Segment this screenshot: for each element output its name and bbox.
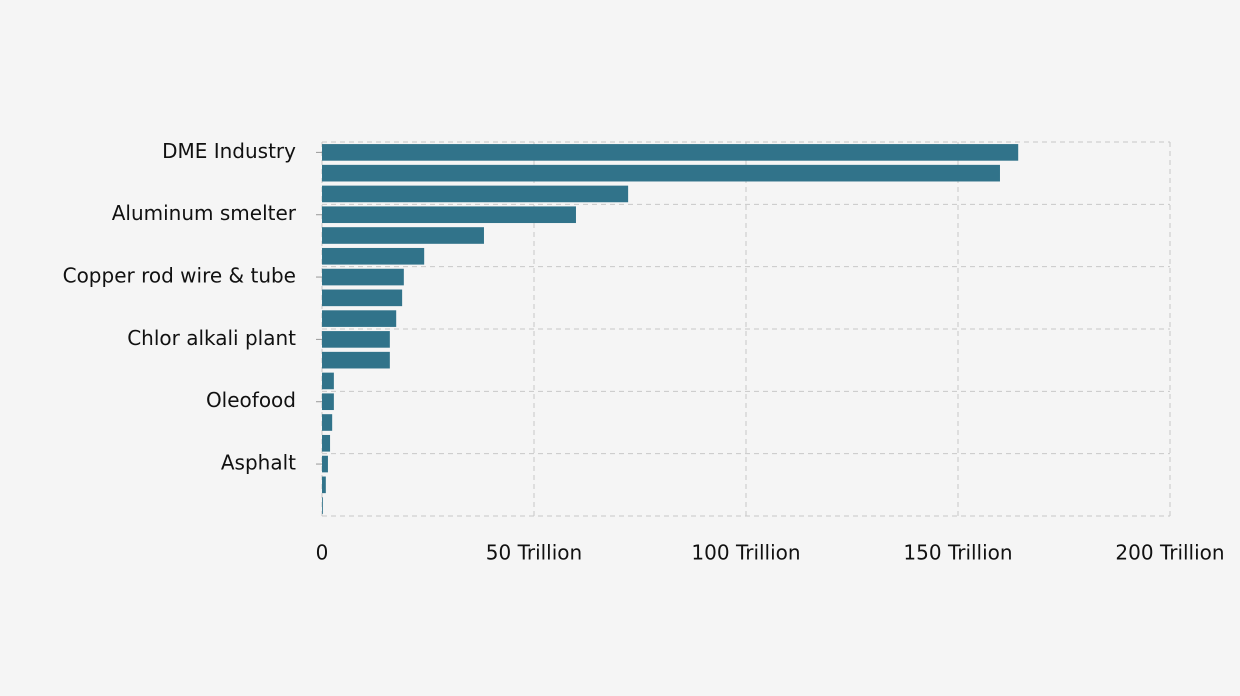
bar bbox=[322, 497, 323, 514]
x-tick-label: 150 Trillion bbox=[903, 541, 1012, 565]
bar bbox=[322, 372, 334, 390]
y-tick-label: Asphalt bbox=[221, 451, 296, 475]
y-tick-label: Oleofood bbox=[206, 388, 296, 412]
bar bbox=[322, 144, 1019, 161]
x-tick-label: 200 Trillion bbox=[1115, 541, 1224, 565]
bar bbox=[322, 310, 397, 327]
x-tick-label: 0 bbox=[316, 541, 329, 565]
bar bbox=[322, 227, 484, 244]
bar bbox=[322, 414, 333, 431]
bar bbox=[322, 289, 403, 307]
y-tick-label: DME Industry bbox=[162, 139, 296, 163]
bar bbox=[322, 268, 404, 286]
bar bbox=[322, 185, 629, 203]
bar bbox=[322, 393, 334, 411]
y-tick-label: Chlor alkali plant bbox=[127, 326, 296, 350]
bar bbox=[322, 476, 326, 494]
y-tick-label: Copper rod wire & tube bbox=[63, 264, 296, 288]
bar bbox=[322, 331, 390, 348]
x-tick-label: 100 Trillion bbox=[691, 541, 800, 565]
x-tick-label: 50 Trillion bbox=[486, 541, 582, 565]
y-tick-label: Aluminum smelter bbox=[112, 201, 297, 225]
bar bbox=[322, 247, 425, 265]
bar bbox=[322, 434, 331, 452]
bar bbox=[322, 455, 328, 473]
bar bbox=[322, 351, 390, 369]
bar bbox=[322, 206, 576, 224]
bar bbox=[322, 164, 1000, 182]
